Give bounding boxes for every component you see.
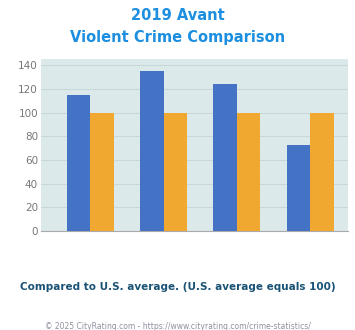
Bar bbox=[237, 113, 261, 231]
Bar bbox=[213, 84, 237, 231]
Bar bbox=[66, 95, 90, 231]
Text: Violent Crime Comparison: Violent Crime Comparison bbox=[70, 30, 285, 45]
Bar bbox=[164, 113, 187, 231]
Text: © 2025 CityRating.com - https://www.cityrating.com/crime-statistics/: © 2025 CityRating.com - https://www.city… bbox=[45, 322, 310, 330]
Bar bbox=[140, 71, 164, 231]
Text: Compared to U.S. average. (U.S. average equals 100): Compared to U.S. average. (U.S. average … bbox=[20, 282, 335, 292]
Bar bbox=[90, 113, 114, 231]
Legend: Avant, Oklahoma, National: Avant, Oklahoma, National bbox=[70, 326, 319, 330]
Bar bbox=[310, 113, 334, 231]
Text: 2019 Avant: 2019 Avant bbox=[131, 8, 224, 23]
Bar bbox=[287, 145, 310, 231]
